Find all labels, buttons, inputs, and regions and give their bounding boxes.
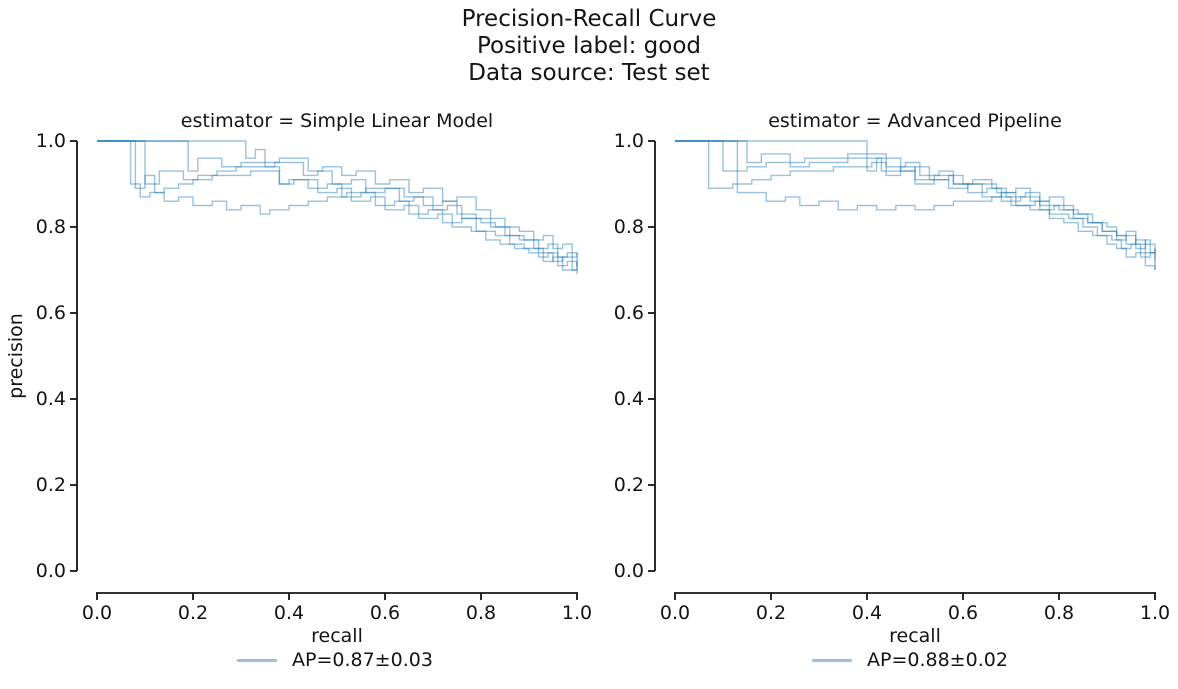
subplot-title-simple-linear-model: estimator = Simple Linear Model [180, 110, 494, 132]
pr-curve-line [97, 140, 578, 270]
pr-curve-line [675, 140, 1156, 254]
pr-curve-line [97, 140, 578, 275]
figure-title: Precision-Recall Curve Positive label: g… [0, 6, 1178, 87]
legend-label-left: AP=0.87±0.03 [292, 649, 433, 671]
legend-line-sample [812, 658, 852, 662]
y-tick-label: 0.4 [614, 388, 644, 410]
pr-curve-line [97, 140, 578, 271]
y-axis-label: precision [5, 313, 27, 399]
y-tick-label: 0.4 [36, 388, 66, 410]
pr-curve-line [675, 140, 1156, 254]
y-tick-label: 1.0 [614, 130, 644, 152]
figure-title-line3: Data source: Test set [468, 60, 710, 86]
pr-curve-line [675, 140, 1156, 262]
legend-right: AP=0.88±0.02 [812, 649, 1008, 671]
x-axis-label-right: recall [889, 625, 941, 647]
x-tick-label: 0.4 [274, 602, 304, 624]
x-tick-label: 0.6 [370, 602, 400, 624]
legend-label-right: AP=0.88±0.02 [867, 649, 1008, 671]
pr-curve-line [97, 140, 578, 258]
x-axis-label-left: recall [311, 625, 363, 647]
x-tick-label: 0.8 [1044, 602, 1074, 624]
x-tick-label: 0.0 [660, 602, 690, 624]
y-tick-label: 0.6 [614, 302, 644, 324]
y-tick-label: 0.2 [36, 474, 66, 496]
y-tick-label: 0.8 [614, 216, 644, 238]
x-tick-label: 0.4 [852, 602, 882, 624]
pr-curve-line [675, 140, 1156, 270]
legend-line-sample [237, 658, 277, 662]
figure-title-line1: Precision-Recall Curve [461, 6, 717, 32]
y-tick-label: 1.0 [36, 130, 66, 152]
y-tick-label: 0.6 [36, 302, 66, 324]
x-tick-label: 0.6 [948, 602, 978, 624]
x-tick-label: 0.8 [466, 602, 496, 624]
figure-title-line2: Positive label: good [476, 33, 701, 59]
y-tick-label: 0.8 [36, 216, 66, 238]
x-tick-label: 1.0 [1140, 602, 1170, 624]
x-tick-label: 0.2 [178, 602, 208, 624]
y-tick-label: 0.2 [614, 474, 644, 496]
y-tick-label: 0.0 [614, 560, 644, 582]
subplot-title-advanced-pipeline: estimator = Advanced Pipeline [768, 110, 1062, 132]
legend-left: AP=0.87±0.03 [237, 649, 433, 671]
x-tick-label: 1.0 [562, 602, 592, 624]
y-tick-label: 0.0 [36, 560, 66, 582]
pr-curve-line [97, 140, 578, 267]
x-tick-label: 0.2 [756, 602, 786, 624]
x-tick-label: 0.0 [82, 602, 112, 624]
pr-curve-line [675, 140, 1156, 270]
